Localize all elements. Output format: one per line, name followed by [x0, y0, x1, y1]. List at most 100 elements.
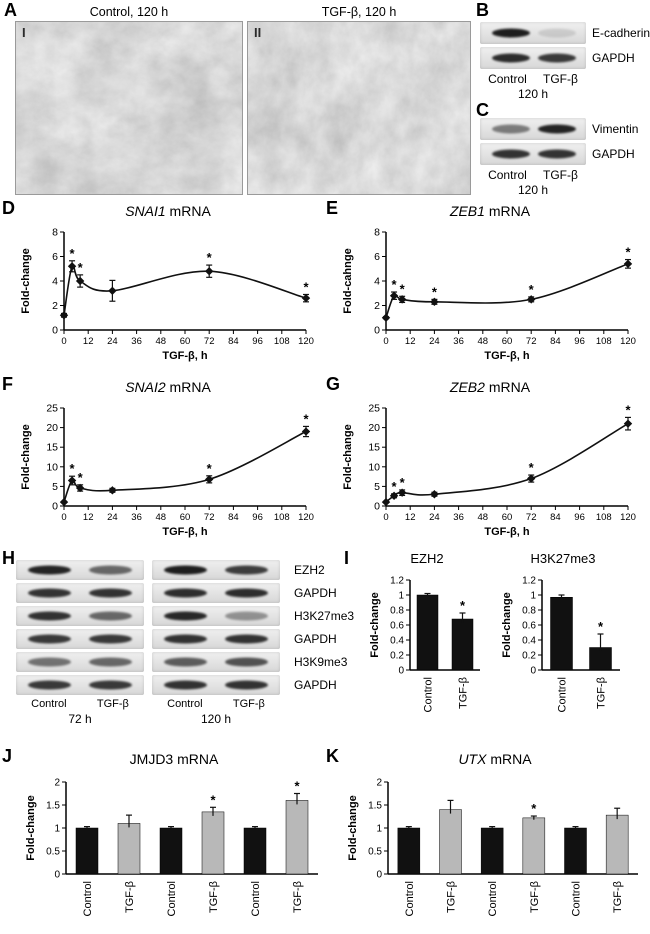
blot-strip — [152, 629, 280, 649]
blot-band — [27, 634, 72, 644]
lane-label: TGF-β — [96, 698, 129, 710]
blot-strip — [152, 606, 280, 626]
svg-text:0: 0 — [398, 666, 404, 677]
panel-label-d: D — [2, 198, 15, 218]
blot-row: Vimentin — [480, 118, 638, 140]
lane-label: Control — [488, 168, 527, 182]
svg-text:1.2: 1.2 — [522, 576, 536, 587]
svg-text:5: 5 — [374, 481, 380, 493]
svg-text:0.8: 0.8 — [390, 606, 404, 617]
lane-label: Control — [488, 72, 527, 86]
panel-label-g: G — [326, 374, 341, 394]
svg-text:*: * — [210, 792, 216, 807]
svg-text:48: 48 — [478, 512, 489, 523]
svg-text:72: 72 — [204, 512, 215, 523]
lane-label: TGF-β — [542, 168, 578, 182]
svg-text:Fold-change: Fold-change — [369, 592, 381, 657]
svg-text:Control: Control — [571, 881, 583, 916]
panel-label-j: J — [2, 746, 13, 766]
lane-label: Control — [31, 698, 67, 710]
svg-text:60: 60 — [180, 336, 191, 347]
svg-text:6: 6 — [52, 251, 58, 263]
svg-text:36: 36 — [131, 512, 142, 523]
time-label: 120 h — [200, 712, 232, 726]
svg-text:TGF-β, h: TGF-β, h — [162, 350, 207, 362]
line-chart-snai2: 0 12 24 36 48 60 72 84 96 108 120 0 5 10 15 20 25 TGF-β, … — [18, 398, 318, 551]
svg-text:0: 0 — [52, 501, 58, 513]
title-rest: mRNA — [486, 751, 532, 767]
svg-text:*: * — [78, 470, 84, 485]
blot-band — [224, 565, 269, 575]
lane-label: Control — [167, 698, 203, 710]
blot-band — [27, 565, 72, 575]
bar-chart-ezh2: 0 0.2 0.4 0.6 0.8 1 1.2 Fold-change Control * TGF-… — [368, 568, 486, 733]
svg-text:12: 12 — [405, 336, 416, 347]
chart-title-utx: UTX mRNA — [346, 751, 644, 767]
title-rest: mRNA — [484, 379, 531, 395]
chart-title-ezh2: EZH2 — [368, 551, 486, 566]
panel-b-westernblot: E-cadherin GAPDH Control TGF-β 120 h — [480, 22, 650, 101]
blot-band — [224, 634, 269, 644]
svg-text:Fold-change: Fold-change — [20, 424, 32, 489]
gene-name: ZEB1 — [449, 203, 485, 219]
svg-text:2: 2 — [376, 778, 382, 789]
blot-row: EZH2 — [16, 560, 354, 580]
time-labels-row: 72 h 120 h — [16, 712, 354, 726]
time-label: 120 h — [517, 183, 549, 197]
micrograph-tgfb: II — [247, 21, 471, 195]
blot-band — [491, 28, 530, 38]
svg-text:Control: Control — [487, 881, 499, 916]
blot-strip — [152, 675, 280, 695]
svg-text:12: 12 — [83, 512, 94, 523]
svg-text:Control: Control — [166, 881, 178, 916]
panel-c-westernblot: Vimentin GAPDH Control TGF-β 120 h — [480, 118, 638, 197]
svg-text:48: 48 — [478, 336, 489, 347]
svg-text:TGF-β: TGF-β — [458, 677, 470, 709]
svg-text:*: * — [432, 284, 438, 299]
line-chart-snai1: 0 12 24 36 48 60 72 84 96 108 120 0 2 4 6 8 TGF-β, h Fold… — [18, 222, 318, 375]
svg-text:TGF-β, h: TGF-β, h — [162, 526, 207, 538]
blot-band — [491, 149, 530, 159]
svg-text:24: 24 — [107, 336, 118, 347]
panel-label-b: B — [476, 0, 489, 20]
svg-text:60: 60 — [502, 336, 513, 347]
svg-text:*: * — [70, 461, 76, 476]
blot-band — [27, 680, 72, 690]
micrograph-control: I — [15, 21, 243, 195]
svg-text:36: 36 — [131, 336, 142, 347]
svg-text:TGF-β: TGF-β — [596, 677, 608, 709]
svg-text:84: 84 — [228, 336, 239, 347]
blot-protein-label: GAPDH — [592, 51, 635, 65]
blot-protein-label: Vimentin — [592, 122, 639, 136]
svg-text:120: 120 — [298, 336, 314, 347]
svg-text:TGF-β: TGF-β — [208, 881, 220, 913]
gene-name: SNAI2 — [125, 379, 166, 395]
svg-text:Control: Control — [404, 881, 416, 916]
title-rest: mRNA — [165, 379, 211, 395]
svg-text:10: 10 — [368, 461, 380, 473]
svg-text:108: 108 — [274, 336, 290, 347]
panel-label-e: E — [326, 198, 339, 218]
svg-text:*: * — [392, 277, 398, 292]
svg-text:0: 0 — [52, 325, 58, 337]
blot-strip — [480, 118, 586, 140]
svg-text:0.6: 0.6 — [522, 621, 536, 632]
lane-labels-row: Control TGF-β — [480, 72, 650, 86]
blot-band — [538, 124, 577, 134]
blot-row: GAPDH — [16, 675, 354, 695]
blot-protein-label: GAPDH — [294, 586, 337, 600]
svg-text:Fold-change: Fold-change — [25, 795, 37, 860]
svg-text:TGF-β, h: TGF-β, h — [484, 350, 529, 362]
svg-text:72: 72 — [526, 336, 537, 347]
svg-text:TGF-β, h: TGF-β, h — [484, 526, 529, 538]
svg-text:*: * — [207, 250, 213, 265]
svg-text:1: 1 — [530, 591, 536, 602]
svg-text:*: * — [294, 779, 300, 794]
svg-text:TGF-β: TGF-β — [446, 881, 458, 913]
blot-band — [27, 588, 72, 598]
chart-title-jmjd3: JMJD3 mRNA — [24, 751, 324, 767]
blot-strip — [16, 583, 144, 603]
blot-band — [88, 680, 133, 690]
svg-text:*: * — [303, 279, 309, 294]
blot-strip — [152, 560, 280, 580]
